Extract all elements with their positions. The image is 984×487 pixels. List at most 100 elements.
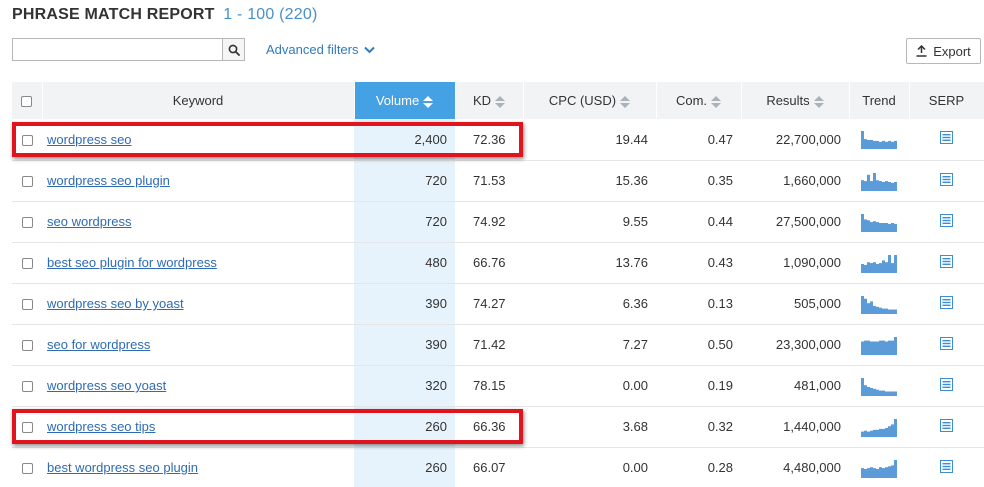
keyword-link[interactable]: best wordpress seo plugin bbox=[47, 460, 199, 476]
kd-cell: 74.27 bbox=[455, 282, 523, 324]
trend-sparkline[interactable] bbox=[861, 213, 897, 232]
trend-sparkline[interactable] bbox=[861, 336, 897, 355]
trend-sparkline[interactable] bbox=[861, 418, 897, 437]
trend-bar bbox=[867, 140, 870, 150]
keyword-link[interactable]: wordpress seo plugin bbox=[47, 173, 170, 188]
volume-cell: 260 bbox=[354, 446, 455, 487]
column-kd[interactable]: KD bbox=[455, 82, 524, 119]
keyword-link[interactable]: wordpress seo by yoast bbox=[47, 296, 184, 311]
results-cell: 481,000 bbox=[741, 364, 849, 406]
com-cell: 0.43 bbox=[656, 241, 741, 283]
keyword-link[interactable]: seo for wordpress bbox=[47, 337, 151, 352]
list-document-icon[interactable] bbox=[940, 377, 953, 391]
row-checkbox[interactable] bbox=[21, 340, 33, 352]
serp-cell bbox=[909, 364, 984, 406]
list-document-icon[interactable] bbox=[940, 295, 953, 309]
trend-bar bbox=[888, 340, 891, 355]
column-com[interactable]: Com. bbox=[656, 82, 742, 119]
trend-chart bbox=[861, 459, 897, 478]
row-checkbox[interactable] bbox=[21, 217, 33, 229]
trend-cell bbox=[849, 282, 909, 324]
list-document-icon[interactable] bbox=[940, 172, 953, 186]
trend-bar bbox=[888, 425, 891, 437]
trend-bar bbox=[876, 468, 879, 478]
column-kd-label: KD bbox=[472, 93, 492, 108]
volume-cell: 390 bbox=[354, 282, 455, 324]
list-document-icon[interactable] bbox=[940, 336, 953, 350]
results-cell: 4,480,000 bbox=[741, 446, 849, 487]
search-button[interactable] bbox=[222, 39, 244, 60]
trend-sparkline[interactable] bbox=[861, 172, 897, 191]
advanced-filters-toggle[interactable]: Advanced filters bbox=[266, 42, 375, 57]
trend-bar bbox=[867, 219, 870, 232]
list-document-icon[interactable] bbox=[940, 213, 953, 227]
export-button[interactable]: Export bbox=[906, 38, 981, 64]
trend-chart bbox=[861, 418, 897, 437]
keyword-link[interactable]: wordpress seo bbox=[47, 131, 132, 147]
keyword-link[interactable]: seo wordpress bbox=[47, 214, 132, 229]
trend-bar bbox=[882, 141, 885, 150]
trend-sparkline[interactable] bbox=[861, 295, 897, 314]
trend-bar bbox=[867, 261, 870, 273]
cpc-cell: 13.76 bbox=[523, 241, 656, 283]
trend-chart bbox=[861, 254, 897, 273]
list-document-icon[interactable] bbox=[940, 131, 953, 145]
row-checkbox[interactable] bbox=[21, 381, 33, 393]
row-select-cell bbox=[12, 282, 42, 324]
row-checkbox[interactable] bbox=[21, 463, 33, 475]
keyword-link[interactable]: wordpress seo tips bbox=[47, 419, 156, 434]
results-cell: 23,300,000 bbox=[741, 323, 849, 365]
trend-bar bbox=[876, 221, 879, 232]
column-trend: Trend bbox=[849, 82, 910, 119]
select-all-checkbox[interactable] bbox=[21, 96, 33, 108]
volume-cell: 720 bbox=[354, 159, 455, 201]
kd-cell: 78.15 bbox=[455, 364, 523, 406]
keyword-cell: wordpress seo plugin bbox=[42, 159, 354, 201]
trend-bar bbox=[894, 254, 897, 273]
trend-bar bbox=[894, 459, 897, 478]
list-document-icon[interactable] bbox=[940, 459, 953, 473]
column-volume[interactable]: Volume bbox=[354, 82, 456, 119]
trend-bar bbox=[876, 429, 879, 437]
trend-bar bbox=[873, 220, 876, 232]
trend-sparkline[interactable] bbox=[861, 459, 897, 478]
search-input[interactable] bbox=[13, 39, 222, 60]
trend-bar bbox=[870, 140, 873, 150]
trend-bar bbox=[873, 429, 876, 437]
column-results[interactable]: Results bbox=[741, 82, 850, 119]
trend-bar bbox=[894, 336, 897, 355]
trend-bar bbox=[882, 181, 885, 191]
trend-bar bbox=[882, 308, 885, 314]
row-checkbox[interactable] bbox=[21, 258, 33, 270]
trend-sparkline[interactable] bbox=[861, 254, 897, 273]
trend-bar bbox=[891, 465, 894, 478]
trend-bar bbox=[891, 262, 894, 273]
trend-bar bbox=[882, 467, 885, 478]
trend-bar bbox=[861, 295, 864, 314]
keyword-link[interactable]: best seo plugin for wordpress bbox=[47, 255, 217, 270]
trend-bar bbox=[867, 174, 870, 191]
column-keyword-label: Keyword bbox=[172, 93, 224, 108]
keyword-link[interactable]: wordpress seo yoast bbox=[47, 378, 167, 393]
keyword-cell: wordpress seo bbox=[42, 119, 354, 160]
list-document-icon[interactable] bbox=[940, 254, 953, 268]
trend-bar bbox=[894, 418, 897, 437]
trend-chart bbox=[861, 213, 897, 232]
trend-bar bbox=[879, 262, 882, 273]
trend-bar bbox=[870, 387, 873, 396]
trend-bar bbox=[885, 142, 888, 150]
page-title: PHRASE MATCH REPORT 1 - 100 (220) bbox=[12, 6, 318, 24]
row-checkbox[interactable] bbox=[21, 176, 33, 188]
trend-bar bbox=[867, 431, 870, 437]
volume-cell: 390 bbox=[354, 323, 455, 365]
column-cpc[interactable]: CPC (USD) bbox=[523, 82, 657, 119]
trend-bar bbox=[894, 391, 897, 396]
kd-cell: 66.76 bbox=[455, 241, 523, 283]
list-document-icon[interactable] bbox=[940, 418, 953, 432]
trend-sparkline[interactable] bbox=[861, 131, 897, 150]
row-checkbox[interactable] bbox=[21, 134, 33, 146]
row-checkbox[interactable] bbox=[21, 422, 33, 434]
row-checkbox[interactable] bbox=[21, 299, 33, 311]
trend-bar bbox=[864, 139, 867, 150]
trend-sparkline[interactable] bbox=[861, 377, 897, 396]
